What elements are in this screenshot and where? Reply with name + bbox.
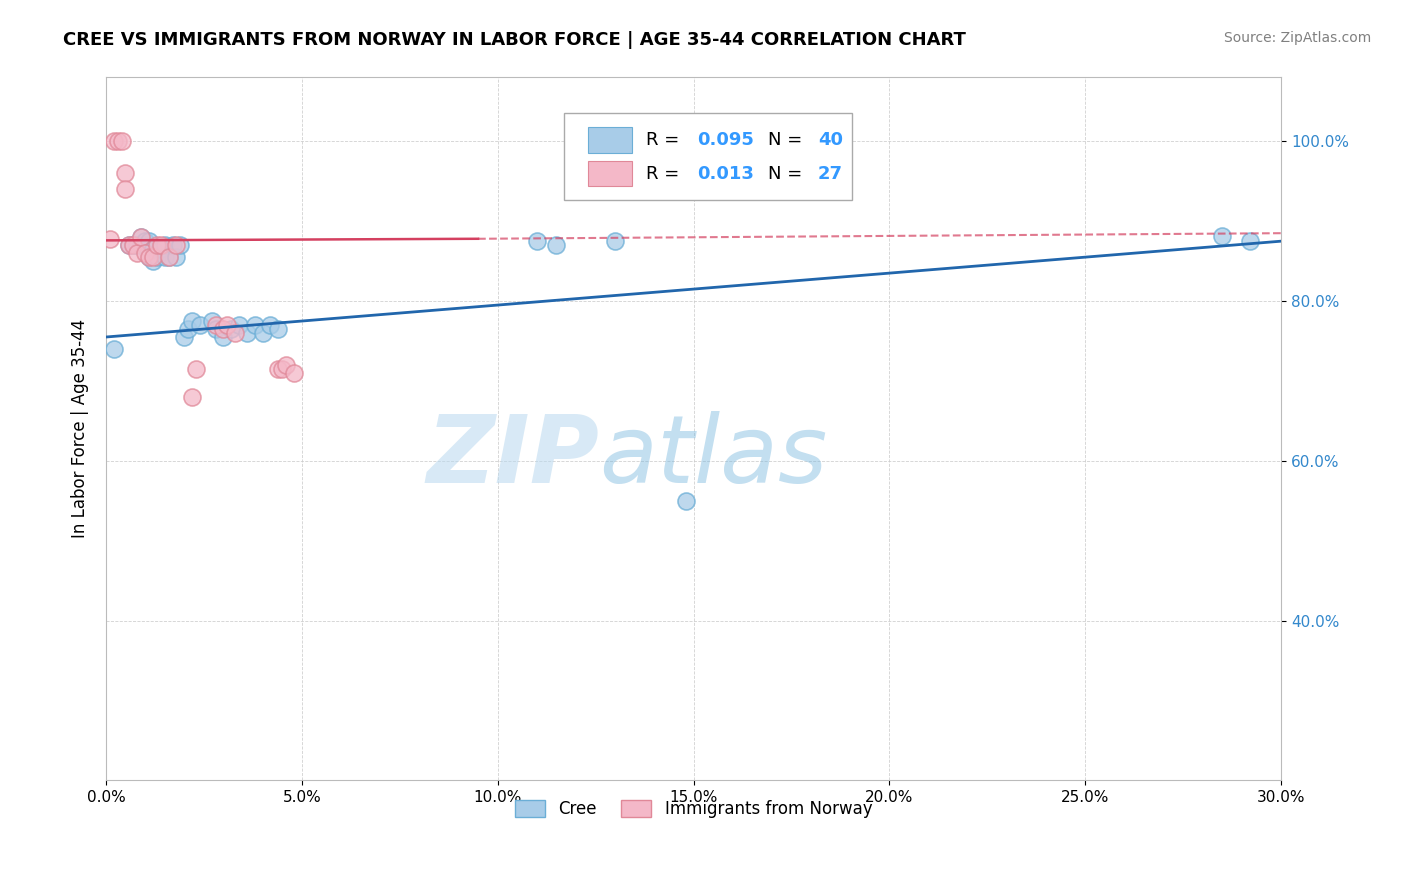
Point: [267, 362, 290, 376]
Point: [165, 238, 187, 252]
Point: [201, 314, 224, 328]
Point: [228, 318, 250, 332]
Point: [217, 318, 239, 332]
Point: [259, 318, 281, 332]
Text: R =: R =: [647, 131, 686, 149]
Point: [134, 246, 156, 260]
Point: [122, 238, 145, 252]
Point: [157, 250, 180, 264]
Point: [243, 318, 266, 332]
Point: [181, 390, 204, 404]
Point: [98, 232, 121, 246]
FancyBboxPatch shape: [588, 161, 633, 186]
Text: atlas: atlas: [599, 411, 828, 502]
Point: [129, 230, 152, 244]
Point: [118, 238, 141, 252]
Point: [142, 242, 165, 256]
Point: [675, 493, 697, 508]
Point: [605, 234, 627, 248]
Point: [162, 238, 184, 252]
Point: [134, 234, 156, 248]
Point: [142, 254, 165, 268]
Point: [224, 326, 246, 340]
Point: [149, 238, 172, 252]
Point: [212, 322, 235, 336]
Point: [271, 362, 294, 376]
Point: [138, 234, 160, 248]
Text: 0.013: 0.013: [697, 165, 754, 183]
Point: [138, 250, 160, 264]
Point: [153, 250, 176, 264]
Text: 40: 40: [818, 131, 844, 149]
FancyBboxPatch shape: [588, 128, 633, 153]
Point: [274, 358, 297, 372]
Point: [153, 238, 176, 252]
Point: [146, 250, 169, 264]
Point: [134, 238, 156, 252]
Point: [142, 250, 165, 264]
Point: [169, 238, 191, 252]
Text: CREE VS IMMIGRANTS FROM NORWAY IN LABOR FORCE | AGE 35-44 CORRELATION CHART: CREE VS IMMIGRANTS FROM NORWAY IN LABOR …: [63, 31, 966, 49]
Point: [184, 362, 207, 376]
Point: [267, 322, 290, 336]
Point: [103, 342, 125, 356]
Point: [107, 134, 129, 148]
Point: [103, 134, 125, 148]
Point: [188, 318, 211, 332]
Point: [212, 330, 235, 344]
Text: ZIP: ZIP: [426, 411, 599, 503]
Point: [129, 238, 152, 252]
Point: [173, 330, 195, 344]
Point: [114, 182, 136, 196]
Legend: Cree, Immigrants from Norway: Cree, Immigrants from Norway: [508, 793, 879, 825]
Point: [236, 326, 259, 340]
Point: [157, 250, 180, 264]
Point: [127, 246, 149, 260]
Text: 27: 27: [818, 165, 844, 183]
Point: [283, 366, 305, 380]
Text: N =: N =: [768, 131, 807, 149]
Text: 0.095: 0.095: [697, 131, 754, 149]
Point: [1211, 228, 1233, 243]
Point: [526, 234, 548, 248]
FancyBboxPatch shape: [564, 112, 852, 201]
Point: [181, 314, 204, 328]
Point: [114, 166, 136, 180]
Y-axis label: In Labor Force | Age 35-44: In Labor Force | Age 35-44: [72, 319, 89, 539]
Point: [219, 322, 242, 336]
Point: [138, 250, 160, 264]
Text: R =: R =: [647, 165, 686, 183]
Point: [118, 238, 141, 252]
Point: [110, 134, 132, 148]
Point: [177, 322, 200, 336]
Point: [146, 238, 169, 252]
Point: [1239, 234, 1261, 248]
Point: [122, 238, 145, 252]
Point: [127, 238, 149, 252]
Point: [546, 238, 568, 252]
Point: [204, 322, 226, 336]
Point: [165, 250, 187, 264]
Point: [252, 326, 274, 340]
Point: [149, 242, 172, 256]
Text: Source: ZipAtlas.com: Source: ZipAtlas.com: [1223, 31, 1371, 45]
Point: [204, 318, 226, 332]
Point: [129, 230, 152, 244]
Text: N =: N =: [768, 165, 807, 183]
